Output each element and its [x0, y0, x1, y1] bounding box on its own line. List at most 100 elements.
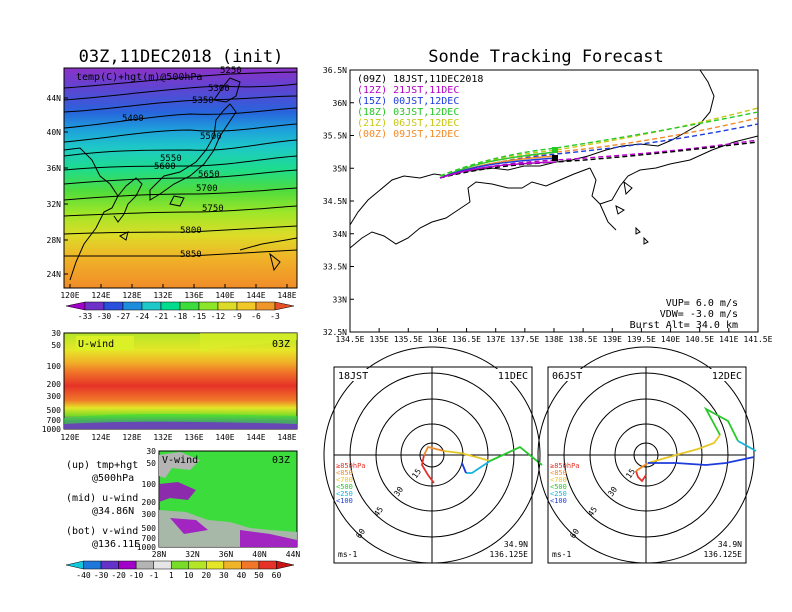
- pressure-tick: 500: [142, 524, 157, 533]
- u-lon-ticks: 120E 124E 128E 132E 136E 140E 144E 148E: [60, 433, 296, 442]
- lat-tick: 40N: [47, 128, 62, 137]
- lon-tick: 141E: [719, 335, 738, 344]
- contour-label: 5600: [154, 162, 176, 172]
- lat-tick: 24N: [47, 270, 62, 279]
- lon-tick: 128E: [122, 291, 141, 300]
- colorbar-label: 10: [184, 571, 194, 580]
- colorbar-swatch: [241, 560, 260, 570]
- hodo-time: 06JST: [552, 371, 582, 382]
- colorbar-swatch: [122, 301, 143, 311]
- v-wind-purple-2: [170, 518, 208, 534]
- v-lat-ticks: 28N 32N 36N 40N 44N: [152, 550, 301, 559]
- lon-tick: 148E: [277, 291, 296, 300]
- colorbar-swatch: [65, 560, 84, 570]
- hodo-date: 12DEC: [712, 371, 742, 382]
- u-wind-time: 03Z: [272, 339, 290, 350]
- colorbar-swatch: [65, 301, 86, 311]
- v-wind-time: 03Z: [272, 455, 290, 466]
- pressure-tick: 700: [47, 416, 62, 425]
- colorbar-swatch: [160, 301, 181, 311]
- u-wind-surface-low: [64, 421, 297, 429]
- pressure-tick: 50: [146, 459, 156, 468]
- hodo-level-label: <100: [336, 497, 353, 505]
- lat-tick: 35N: [333, 164, 348, 173]
- u-label-bg: [76, 336, 134, 350]
- colorbar-label: 30: [219, 571, 229, 580]
- lon-tick: 124E: [91, 433, 110, 442]
- contour-label: 5750: [202, 204, 224, 214]
- burst-text: Burst Alt= 34.0 km: [630, 320, 738, 331]
- colorbar-label: -24: [135, 312, 150, 321]
- hodo-level-label: <850: [336, 469, 353, 477]
- lon-tick: 140E: [215, 291, 234, 300]
- colorbar-label: -9: [232, 312, 242, 321]
- hodo-trace: [443, 450, 491, 462]
- u-wind-label: U-wind: [78, 339, 114, 350]
- colorbar-label: -33: [78, 312, 93, 321]
- lon-tick: 144E: [246, 433, 265, 442]
- hodo-unit: ms-1: [338, 550, 357, 559]
- hodo-trace: [635, 462, 649, 472]
- track-legend-item: (09Z) 18JST,11DEC2018: [357, 74, 483, 85]
- pressure-tick: 200: [47, 380, 62, 389]
- colorbar-label: 20: [201, 571, 211, 580]
- v-wind-purple-3: [240, 530, 297, 547]
- lon-tick: 138.5E: [569, 335, 598, 344]
- track-legend-item: (00Z) 09JST,12DEC: [357, 129, 459, 140]
- track-lon-ticks: 134.5E 135E 135.5E 136E 136.5E 137E 137.5E 138E…: [336, 328, 773, 344]
- colorbar-swatch: [100, 560, 119, 570]
- lon-tick: 139.5E: [627, 335, 656, 344]
- contour-label: 5250: [220, 66, 242, 76]
- colorbar-label: -30: [97, 312, 112, 321]
- hodo-level-label: <500: [550, 483, 567, 491]
- pressure-tick: 100: [47, 362, 62, 371]
- colorbar-swatch: [179, 301, 200, 311]
- colorbar-label: -3: [270, 312, 280, 321]
- contour-label: 5500: [200, 132, 222, 142]
- note-mid-2: @34.86N: [92, 506, 134, 517]
- hodo-level-label: <250: [336, 490, 353, 498]
- hodo-trace: [489, 445, 543, 466]
- pressure-tick: 700: [142, 534, 157, 543]
- hodo-trace: [647, 434, 721, 464]
- hodo-time-bg: [336, 369, 376, 381]
- lat-tick: 36N: [47, 164, 62, 173]
- colorbar-swatch: [206, 560, 225, 570]
- pressure-tick: 500: [47, 406, 62, 415]
- temp-colorbar: -33 -30 -27 -24 -21 -18 -15 -12 -9 -6 -3: [65, 301, 295, 321]
- lat-tick: 34.5N: [323, 197, 347, 206]
- contour-label: 5400: [122, 114, 144, 124]
- lon-tick: 138E: [544, 335, 563, 344]
- colorbar-label: -20: [111, 571, 126, 580]
- track-legend-item: (21Z) 06JST,12DEC: [357, 118, 459, 129]
- colorbar-swatch: [198, 301, 219, 311]
- hodo-date-bg: [488, 369, 530, 381]
- colorbar-label: -15: [192, 312, 207, 321]
- legend-notes: (up) tmp+hgt @500hPa (mid) u-wind @34.86…: [66, 460, 140, 550]
- hodo-lat: 34.9N: [504, 540, 528, 549]
- contour-label: 5350: [192, 96, 214, 106]
- colorbar-label: -27: [116, 312, 131, 321]
- hodo-lat: 34.9N: [718, 540, 742, 549]
- colorbar-label: -12: [211, 312, 226, 321]
- colorbar-swatch: [274, 301, 295, 311]
- lat-tick: 32.5N: [323, 328, 347, 337]
- hodo-trace: [421, 454, 435, 484]
- lon-tick: 140E: [661, 335, 680, 344]
- colorbar-swatch: [118, 560, 137, 570]
- lon-tick: 135.5E: [394, 335, 423, 344]
- colorbar-swatch: [141, 301, 162, 311]
- lon-tick: 135E: [370, 335, 389, 344]
- colorbar-swatch: [236, 301, 257, 311]
- track-frame: [349, 69, 759, 333]
- lon-tick: 136E: [428, 335, 447, 344]
- hodo-time: 18JST: [338, 371, 368, 382]
- map-label: temp(C)+hgt(m)@500hPa: [76, 72, 202, 83]
- left-lon-ticks: 120E 124E 128E 132E 136E 140E 144E 148E: [60, 284, 297, 300]
- hodo-level-label: ≥850hPa: [336, 462, 366, 470]
- hodo-trace: [635, 470, 647, 483]
